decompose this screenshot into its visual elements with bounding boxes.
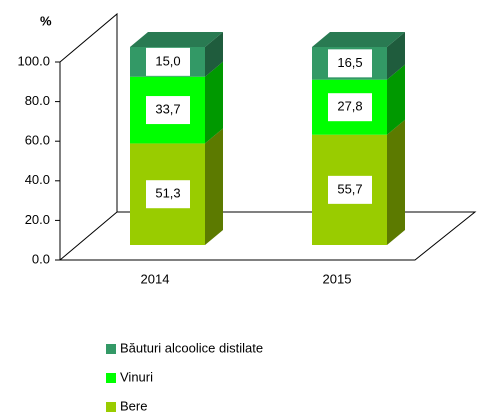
value-label: 51,3: [155, 186, 180, 201]
wall-frame: [58, 12, 477, 261]
value-label: 55,7: [337, 181, 362, 196]
walls: [58, 12, 477, 261]
value-label-box: [146, 96, 190, 125]
y-tick-label: 60.0: [25, 133, 50, 148]
bar-side: [387, 119, 405, 245]
bar-side: [387, 32, 405, 80]
value-label: 15,0: [155, 53, 180, 68]
legend-label: Bere: [120, 398, 147, 413]
x-tick-label: 2014: [141, 271, 170, 286]
y-tick-label: 40.0: [25, 172, 50, 187]
legend-swatch: [106, 402, 116, 412]
legend-label: Băuturi alcoolice distilate: [120, 340, 263, 355]
value-label-box: [328, 93, 372, 122]
value-label-box: [328, 49, 372, 78]
y-tick-label: 100.0: [17, 53, 50, 68]
value-label: 27,8: [337, 99, 362, 114]
y-tick-label: 80.0: [25, 93, 50, 108]
bar-side: [205, 61, 223, 144]
value-label-box: [328, 175, 372, 204]
y-axis-label: %: [40, 13, 52, 28]
value-label: 33,7: [155, 102, 180, 117]
bar-side: [205, 128, 223, 245]
bar-top: [130, 32, 223, 47]
value-label: 16,5: [337, 55, 362, 70]
y-tick-label: 20.0: [25, 212, 50, 227]
bar-top: [312, 32, 405, 47]
value-label-box: [146, 47, 190, 76]
bar-side: [387, 64, 405, 135]
y-tick-label: 0.0: [32, 251, 50, 266]
legend-label: Vinuri: [120, 369, 153, 384]
legend-swatch: [106, 373, 116, 383]
x-tick-label: 2015: [323, 271, 352, 286]
value-label-box: [146, 180, 190, 209]
legend-swatch: [106, 344, 116, 354]
bar-side: [205, 32, 223, 77]
